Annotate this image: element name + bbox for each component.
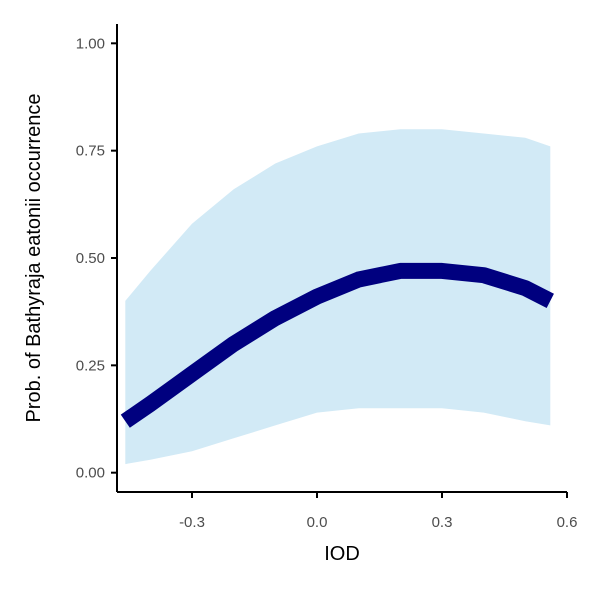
- y-tick-label: 0.25: [76, 357, 105, 374]
- y-tick-label: 0.00: [76, 465, 105, 482]
- x-tick-label: -0.3: [179, 514, 205, 531]
- x-tick-label: 0.0: [307, 514, 328, 531]
- x-tick-label: 0.3: [432, 514, 453, 531]
- y-axis-ticks: 0.00 0.25 0.50 0.75 1.00: [76, 35, 117, 482]
- x-axis-ticks: -0.3 0.0 0.3 0.6: [179, 492, 577, 531]
- y-tick-label: 0.50: [76, 250, 105, 267]
- y-tick-label: 1.00: [76, 35, 105, 52]
- x-tick-label: 0.6: [557, 514, 578, 531]
- y-tick-label: 0.75: [76, 143, 105, 160]
- x-axis-title: IOD: [324, 543, 360, 565]
- series-line-0: [120, 262, 554, 428]
- y-axis-title: Prob. of Bathyraja eatonii occurrence: [23, 93, 45, 422]
- plot-area: [120, 129, 554, 465]
